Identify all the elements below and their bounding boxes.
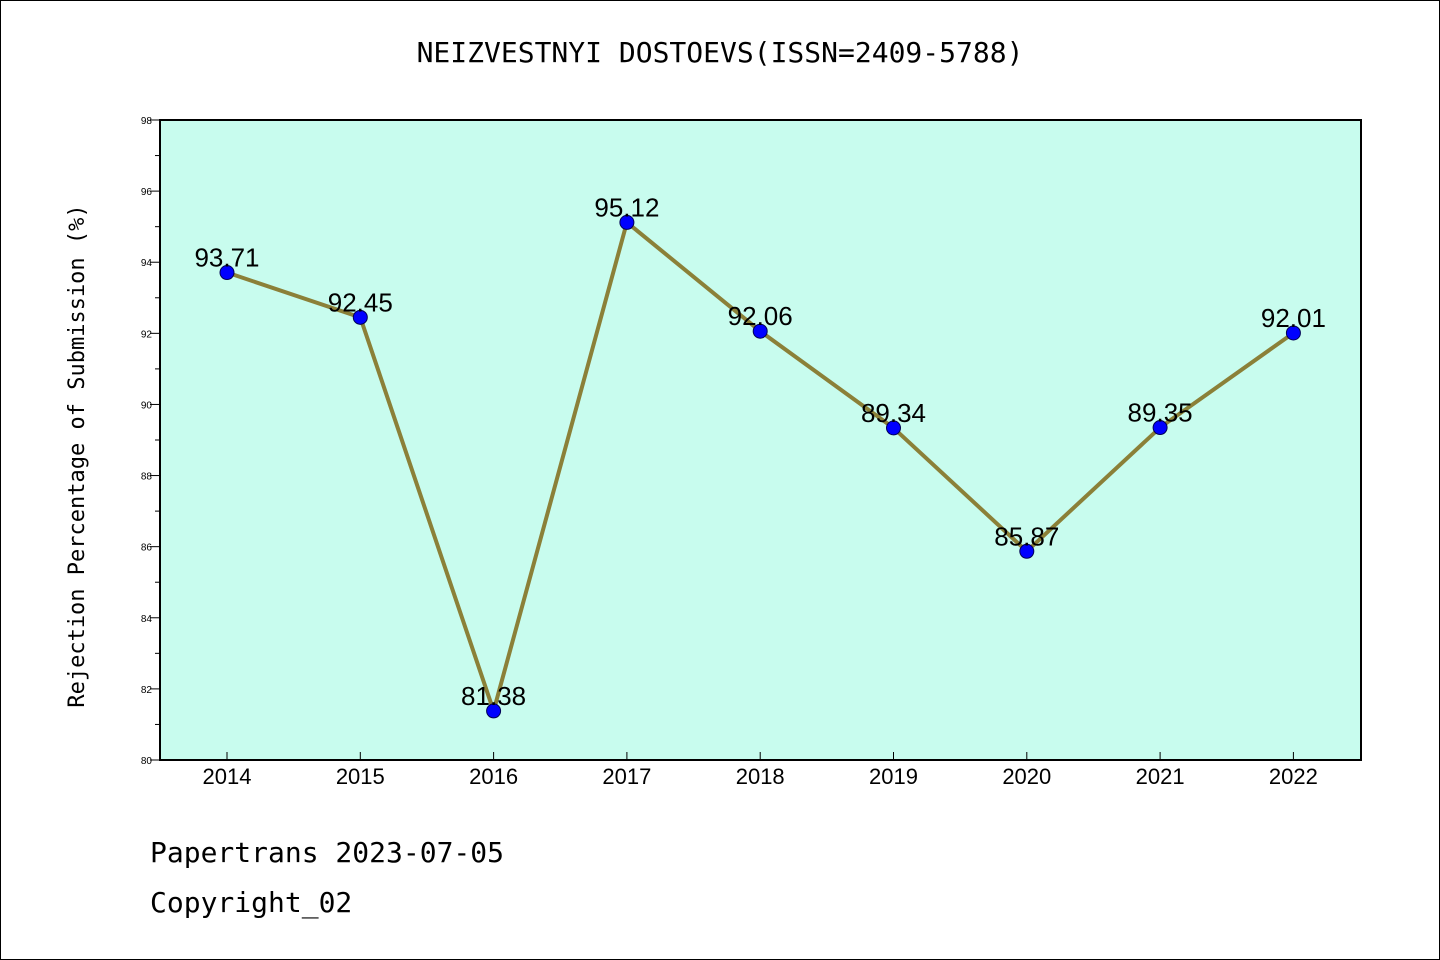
y-tick-label: 88 xyxy=(141,472,153,483)
y-tick-label: 98 xyxy=(141,116,153,127)
x-tick-label: 2016 xyxy=(469,764,518,789)
data-point xyxy=(1285,325,1301,341)
y-axis-label: Rejection Percentage of Submission (%) xyxy=(65,204,90,707)
y-tick-label: 86 xyxy=(141,543,153,554)
footer-copyright: Copyright_02 xyxy=(150,886,353,919)
data-label: 93.71 xyxy=(194,243,259,273)
data-point xyxy=(219,265,235,281)
y-tick-label: 82 xyxy=(141,685,153,696)
data-label: 92.01 xyxy=(1261,303,1326,333)
y-tick-label: 80 xyxy=(141,756,153,767)
data-point xyxy=(352,309,368,325)
data-label: 89.34 xyxy=(861,398,926,428)
x-tick-label: 2014 xyxy=(203,764,252,789)
y-tick-label: 90 xyxy=(141,400,153,411)
y-tick-label: 96 xyxy=(141,187,153,198)
x-axis: 2014 2015 2016 2017 2018 2019 2020 2021 2022 xyxy=(203,752,1318,789)
x-tick-label: 2020 xyxy=(1002,764,1051,789)
footer-date: Papertrans 2023-07-05 xyxy=(150,836,505,869)
y-axis: 80 82 84 86 88 90 92 94 96 98 xyxy=(141,116,160,767)
data-point xyxy=(486,703,502,719)
x-tick-label: 2015 xyxy=(336,764,385,789)
y-tick-label: 92 xyxy=(141,329,153,340)
x-tick-label: 2022 xyxy=(1269,764,1318,789)
x-tick-label: 2019 xyxy=(869,764,918,789)
data-point xyxy=(1019,543,1035,559)
data-label: 85.87 xyxy=(994,521,1059,551)
x-tick-label: 2017 xyxy=(602,764,651,789)
data-point xyxy=(619,214,635,230)
x-tick-label: 2021 xyxy=(1136,764,1185,789)
chart-title: NEIZVESTNYI DOSTOEVS(ISSN=2409-5788) xyxy=(416,36,1024,69)
data-point xyxy=(1152,420,1168,436)
data-point xyxy=(886,420,901,436)
data-points xyxy=(219,214,1301,719)
y-tick-label: 84 xyxy=(141,614,153,625)
y-tick-label: 94 xyxy=(141,258,153,269)
data-label: 89.35 xyxy=(1128,398,1193,428)
data-label: 92.06 xyxy=(728,301,793,331)
data-label: 92.45 xyxy=(328,287,393,317)
data-labels: 93.71 92.45 81.38 95.12 92.06 89.34 85.87 89.35… xyxy=(194,192,1325,711)
data-label: 95.12 xyxy=(594,192,659,222)
x-tick-label: 2018 xyxy=(736,764,785,789)
plot-area xyxy=(159,119,1362,761)
data-label: 81.38 xyxy=(461,681,526,711)
data-point xyxy=(752,323,768,339)
